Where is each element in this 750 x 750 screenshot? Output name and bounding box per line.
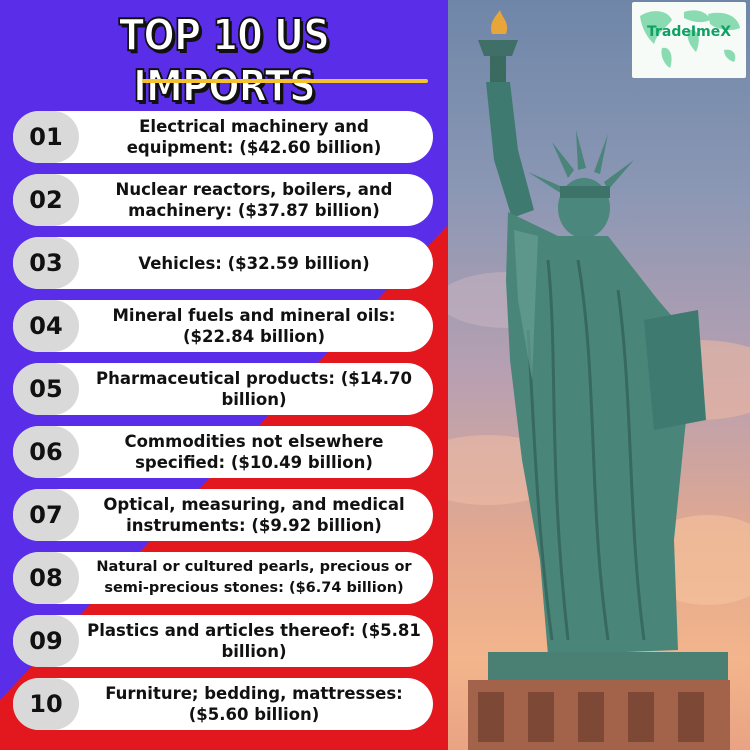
list-item: 07 Optical, measuring, and medical instr…: [13, 489, 433, 541]
list-item: 03 Vehicles: ($32.59 billion): [13, 237, 433, 289]
tradeimex-logo: TradeImeX: [632, 2, 746, 78]
item-number: 04: [13, 300, 79, 352]
list-item: 01 Electrical machinery and equipment: (…: [13, 111, 433, 163]
item-label: Vehicles: ($32.59 billion): [138, 253, 370, 273]
item-number: 10: [13, 678, 79, 730]
world-map-icon: [640, 10, 740, 68]
item-label: Furniture; bedding, mattresses: ($5.60 b…: [105, 684, 403, 724]
logo-text: TradeImeX: [647, 24, 731, 40]
list-item: 10 Furniture; bedding, mattresses: ($5.6…: [13, 678, 433, 730]
item-label: Electrical machinery and equipment: ($42…: [126, 117, 382, 157]
statue-of-liberty-photo: [448, 0, 750, 750]
item-number: 05: [13, 363, 79, 415]
item-number: 02: [13, 174, 79, 226]
item-label: Plastics and articles thereof: ($5.81 bi…: [87, 621, 421, 661]
item-number: 07: [13, 489, 79, 541]
item-label: Pharmaceutical products: ($14.70 billion…: [96, 369, 412, 409]
page-title: TOP 10 US IMPORTS: [118, 9, 330, 113]
list-item: 06 Commodities not elsewhere specified: …: [13, 426, 433, 478]
list-item: 02 Nuclear reactors, boilers, and machin…: [13, 174, 433, 226]
list-item: 08 Natural or cultured pearls, precious …: [13, 552, 433, 604]
title-underline: [142, 79, 428, 83]
item-label: Optical, measuring, and medical instrume…: [103, 495, 405, 535]
item-label: Commodities not elsewhere specified: ($1…: [124, 432, 384, 472]
list-item: 05 Pharmaceutical products: ($14.70 bill…: [13, 363, 433, 415]
item-label: Natural or cultured pearls, precious or …: [96, 559, 412, 596]
item-label: Nuclear reactors, boilers, and machinery…: [115, 180, 393, 220]
statue-of-liberty-image: [448, 10, 750, 750]
item-label: Mineral fuels and mineral oils: ($22.84 …: [112, 306, 396, 346]
list-item: 04 Mineral fuels and mineral oils: ($22.…: [13, 300, 433, 352]
item-number: 09: [13, 615, 79, 667]
item-number: 06: [13, 426, 79, 478]
item-number: 01: [13, 111, 79, 163]
item-number: 03: [13, 237, 79, 289]
item-number: 08: [13, 552, 79, 604]
list-item: 09 Plastics and articles thereof: ($5.81…: [13, 615, 433, 667]
